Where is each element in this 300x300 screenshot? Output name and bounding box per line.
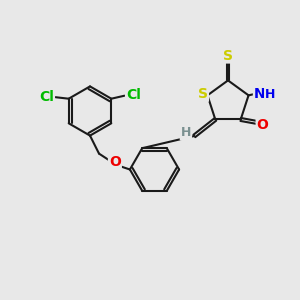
Text: Cl: Cl [39, 90, 54, 104]
Text: O: O [109, 155, 121, 169]
Text: N: N [254, 87, 266, 101]
Text: Cl: Cl [126, 88, 141, 102]
Text: O: O [257, 118, 268, 132]
Text: S: S [223, 49, 233, 62]
Text: H: H [181, 127, 191, 140]
Text: S: S [198, 87, 208, 101]
Text: H: H [265, 88, 275, 100]
